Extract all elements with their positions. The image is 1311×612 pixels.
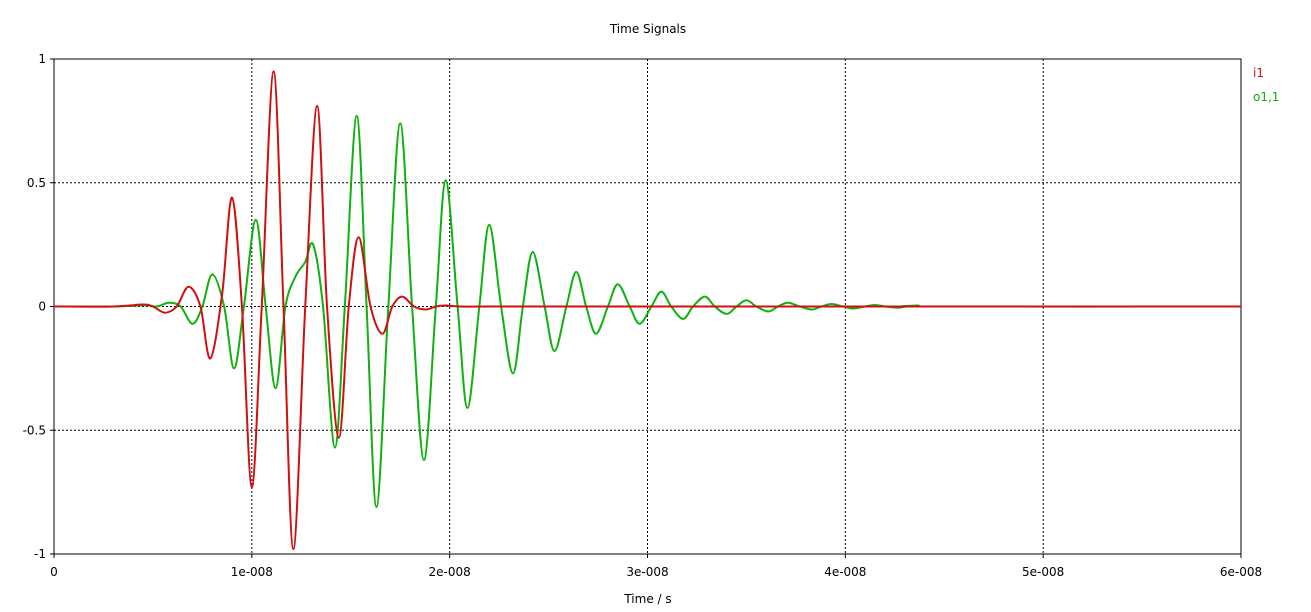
x-tick-label: 2e-008 [429, 565, 471, 579]
x-tick-label: 3e-008 [626, 565, 668, 579]
y-tick-label: 0 [38, 300, 46, 314]
legend-entry: i1 [1253, 66, 1264, 80]
series-lines [53, 70, 1242, 551]
y-tick-label: 0.5 [27, 176, 46, 190]
x-tick-label: 6e-008 [1220, 565, 1262, 579]
x-tick-label: 1e-008 [231, 565, 273, 579]
series-line-i1 [53, 70, 1241, 551]
y-axis-ticks: 1 0.5 0 -0.5 -1 [23, 52, 54, 561]
x-tick-label: 0 [50, 565, 58, 579]
legend-entry: o1,1 [1253, 90, 1279, 104]
y-tick-label: 1 [38, 52, 46, 66]
y-tick-label: -1 [34, 547, 46, 561]
x-tick-label: 4e-008 [824, 565, 866, 579]
legend: i1 o1,1 [1253, 66, 1279, 104]
x-axis-label: Time / s [623, 592, 671, 606]
x-tick-label: 5e-008 [1022, 565, 1064, 579]
y-tick-label: -0.5 [23, 423, 46, 437]
x-axis-ticks: 0 1e-008 2e-008 3e-008 4e-008 5e-008 6e-008 [50, 554, 1262, 579]
chart-title: Time Signals [609, 22, 686, 36]
